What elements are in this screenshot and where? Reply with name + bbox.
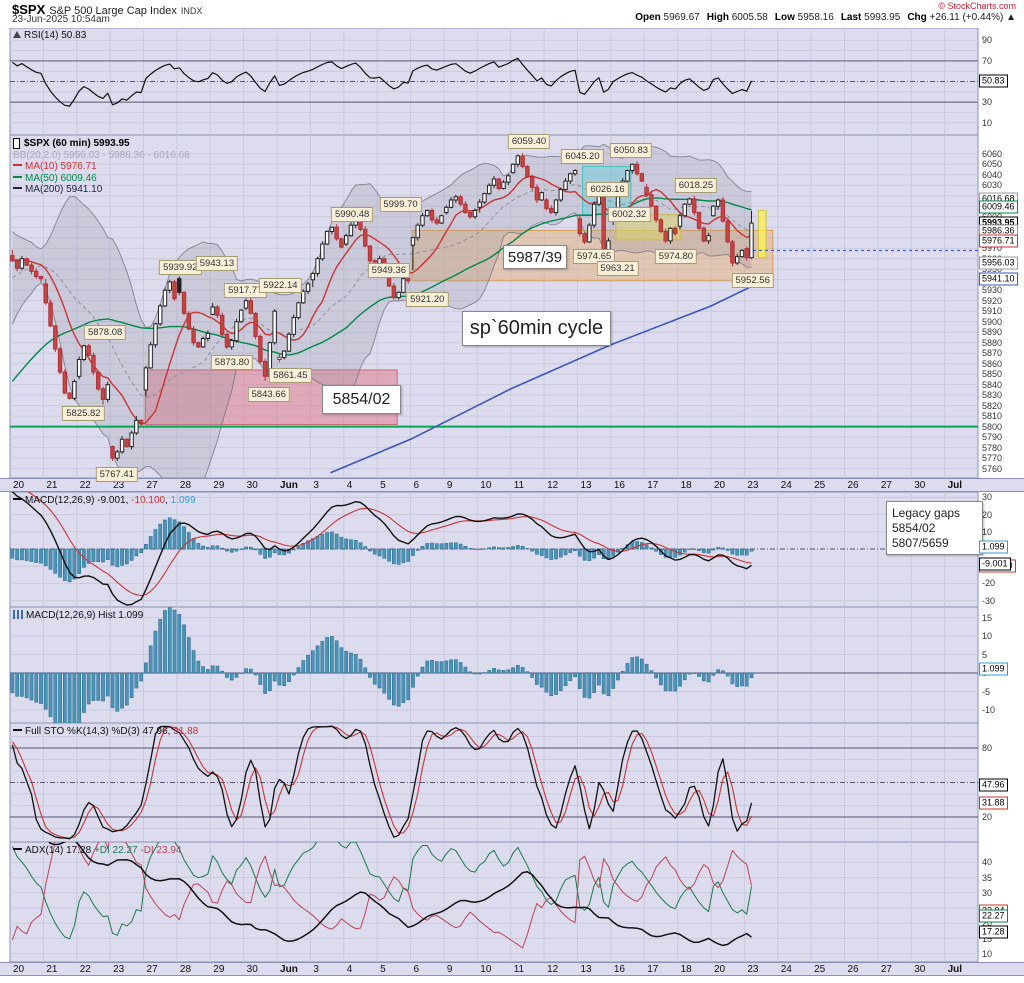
quote-label: High bbox=[706, 12, 729, 23]
chart-header: $SPX S&P 500 Large Cap Index INDX 23-Jun-2… bbox=[0, 0, 1024, 28]
chart-datetime: 23-Jun-2025 10:54am bbox=[12, 14, 110, 25]
quote-value: +26.11 (+0.44%) bbox=[926, 12, 1004, 23]
quote-value: 5993.95 bbox=[861, 12, 901, 23]
quote-label: Chg bbox=[907, 12, 927, 23]
chart-title: S&P 500 Large Cap Index bbox=[49, 5, 177, 17]
quote-strip: Open 5969.67 High 6005.58 Low 5958.16 Last … bbox=[628, 12, 1016, 23]
quote-value: 6005.58 bbox=[728, 12, 768, 23]
quote-value: 5969.67 bbox=[660, 12, 700, 23]
stockcharts-credit: © StockCharts.com bbox=[938, 1, 1016, 11]
quote-value: 5958.16 bbox=[794, 12, 834, 23]
symbol: $SPX bbox=[12, 2, 46, 17]
quote-label: Low bbox=[774, 12, 795, 23]
quote-label: Open bbox=[635, 12, 661, 23]
exchange-label: INDX bbox=[180, 6, 203, 16]
change-arrow-icon: ▲ bbox=[1003, 12, 1016, 23]
quote-label: Last bbox=[840, 12, 862, 23]
